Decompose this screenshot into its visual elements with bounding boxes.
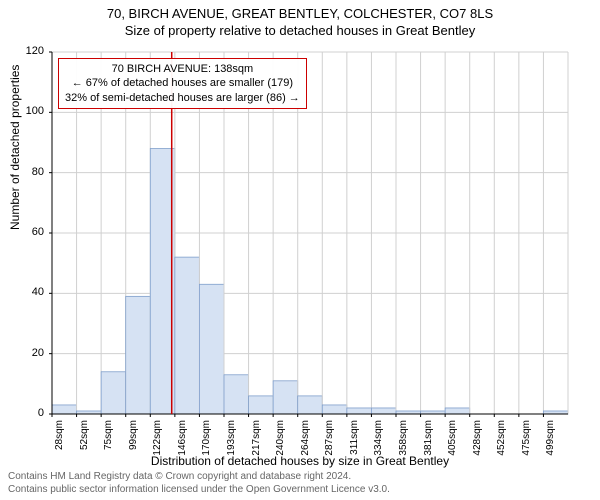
annotation-box: 70 BIRCH AVENUE: 138sqm ← 67% of detache… bbox=[58, 58, 307, 109]
y-tick-label: 80 bbox=[16, 166, 44, 178]
annotation-line1: 70 BIRCH AVENUE: 138sqm bbox=[65, 62, 300, 76]
y-tick-label: 100 bbox=[16, 105, 44, 117]
header-address: 70, BIRCH AVENUE, GREAT BENTLEY, COLCHES… bbox=[0, 6, 600, 21]
chart-header: 70, BIRCH AVENUE, GREAT BENTLEY, COLCHES… bbox=[0, 0, 600, 38]
chart-area: 70 BIRCH AVENUE: 138sqm ← 67% of detache… bbox=[48, 48, 572, 418]
y-tick-label: 20 bbox=[16, 347, 44, 359]
y-tick-label: 60 bbox=[16, 226, 44, 238]
footer-line1: Contains HM Land Registry data © Crown c… bbox=[8, 471, 390, 484]
y-tick-label: 120 bbox=[16, 45, 44, 57]
y-axis-label: Number of detached properties bbox=[8, 65, 22, 230]
annotation-line2: ← 67% of detached houses are smaller (17… bbox=[65, 76, 300, 90]
y-tick-label: 0 bbox=[16, 407, 44, 419]
annotation-line3: 32% of semi-detached houses are larger (… bbox=[65, 91, 300, 105]
x-axis-label: Distribution of detached houses by size … bbox=[0, 454, 600, 468]
footer-line2: Contains public sector information licen… bbox=[8, 484, 390, 497]
header-subtitle: Size of property relative to detached ho… bbox=[0, 23, 600, 38]
y-tick-label: 40 bbox=[16, 286, 44, 298]
footer-attribution: Contains HM Land Registry data © Crown c… bbox=[8, 471, 390, 496]
